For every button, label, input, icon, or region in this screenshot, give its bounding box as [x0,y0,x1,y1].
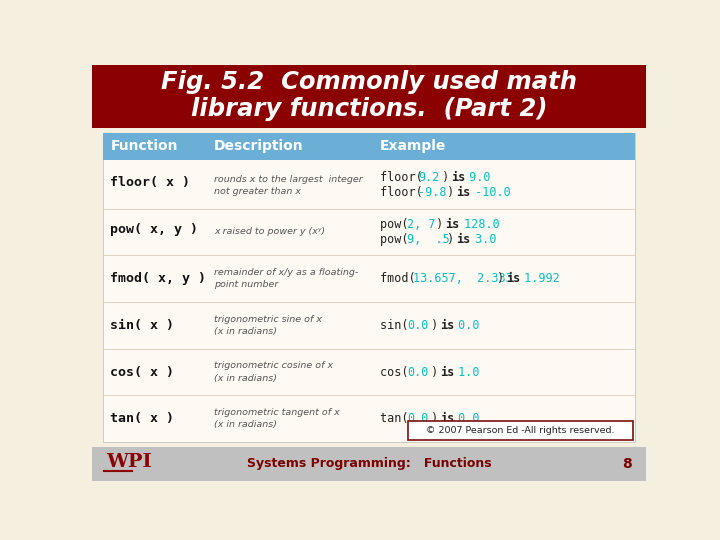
Text: 0.0: 0.0 [408,412,428,425]
Text: ): ) [423,366,445,379]
Text: ): ) [440,233,462,246]
Text: trigonometric sine of x: trigonometric sine of x [215,315,323,323]
Text: pow( x, y ): pow( x, y ) [110,223,198,236]
Bar [92,447,647,481]
Text: ): ) [423,319,445,332]
Text: Systems Programming:   Functions: Systems Programming: Functions [247,457,491,470]
Text: WPI: WPI [106,453,151,471]
Text: trigonometric cosine of x: trigonometric cosine of x [215,361,333,370]
Text: ): ) [435,171,456,184]
Text: is: is [506,272,521,285]
Text: not greater than x: not greater than x [215,187,301,196]
Text: sin( x ): sin( x ) [110,319,174,332]
Text: 3.0: 3.0 [467,233,496,246]
Text: is: is [451,171,465,184]
Text: © 2007 Pearson Ed -All rights reserved.: © 2007 Pearson Ed -All rights reserved. [426,426,615,435]
Text: Example: Example [379,139,446,153]
Text: x raised to power y (xʸ): x raised to power y (xʸ) [215,227,325,237]
Text: library functions.  (Part 2): library functions. (Part 2) [191,97,547,122]
Text: (x in radians): (x in radians) [215,327,277,336]
Text: ): ) [440,186,462,199]
Text: fmod( x, y ): fmod( x, y ) [110,272,207,285]
Text: 2, 7: 2, 7 [408,218,436,231]
Bar [102,132,636,160]
Text: tan(: tan( [379,412,415,425]
Text: is: is [440,319,454,332]
Text: rounds x to the largest  integer: rounds x to the largest integer [215,174,363,184]
Text: cos( x ): cos( x ) [110,366,174,379]
Text: is: is [446,218,460,231]
Text: trigonometric tangent of x: trigonometric tangent of x [215,408,340,417]
Text: 0.0: 0.0 [451,319,480,332]
Text: 1.992: 1.992 [517,272,559,285]
Text: 1.0: 1.0 [451,366,480,379]
Text: pow(: pow( [379,233,415,246]
Text: is: is [440,412,454,425]
Bar [92,65,647,128]
Text: sin(: sin( [379,319,415,332]
Text: floor(: floor( [379,186,430,199]
Text: cos(: cos( [379,366,415,379]
Text: pow(: pow( [379,218,415,231]
Text: Function: Function [110,139,178,153]
Text: 128.0: 128.0 [456,218,500,231]
Text: is: is [456,233,471,246]
Text: ): ) [429,218,451,231]
Text: floor(: floor( [379,171,430,184]
Text: point number: point number [215,280,279,289]
Text: 9.0: 9.0 [462,171,490,184]
Text: 9.2: 9.2 [418,171,439,184]
Text: (x in radians): (x in radians) [215,421,277,429]
Text: -10.0: -10.0 [467,186,510,199]
Text: tan( x ): tan( x ) [110,412,174,425]
Text: is: is [456,186,471,199]
Bar [102,132,636,442]
Text: Fig. 5.2  Commonly used math: Fig. 5.2 Commonly used math [161,70,577,94]
Text: fmod(: fmod( [379,272,423,285]
Text: ): ) [423,412,445,425]
Text: Description: Description [215,139,304,153]
Text: 13.657,  2.333: 13.657, 2.333 [413,272,513,285]
Text: 0.0: 0.0 [451,412,480,425]
FancyBboxPatch shape [408,421,633,440]
Text: 8: 8 [623,457,632,471]
Text: (x in radians): (x in radians) [215,374,277,383]
Text: 0.0: 0.0 [408,319,428,332]
Text: 9,  .5: 9, .5 [408,233,450,246]
Text: floor( x ): floor( x ) [110,176,190,189]
Text: is: is [440,366,454,379]
Text: -9.8: -9.8 [418,186,446,199]
Text: remainder of x/y as a floating-: remainder of x/y as a floating- [215,268,359,277]
Text: 0.0: 0.0 [408,366,428,379]
Text: ): ) [490,272,511,285]
